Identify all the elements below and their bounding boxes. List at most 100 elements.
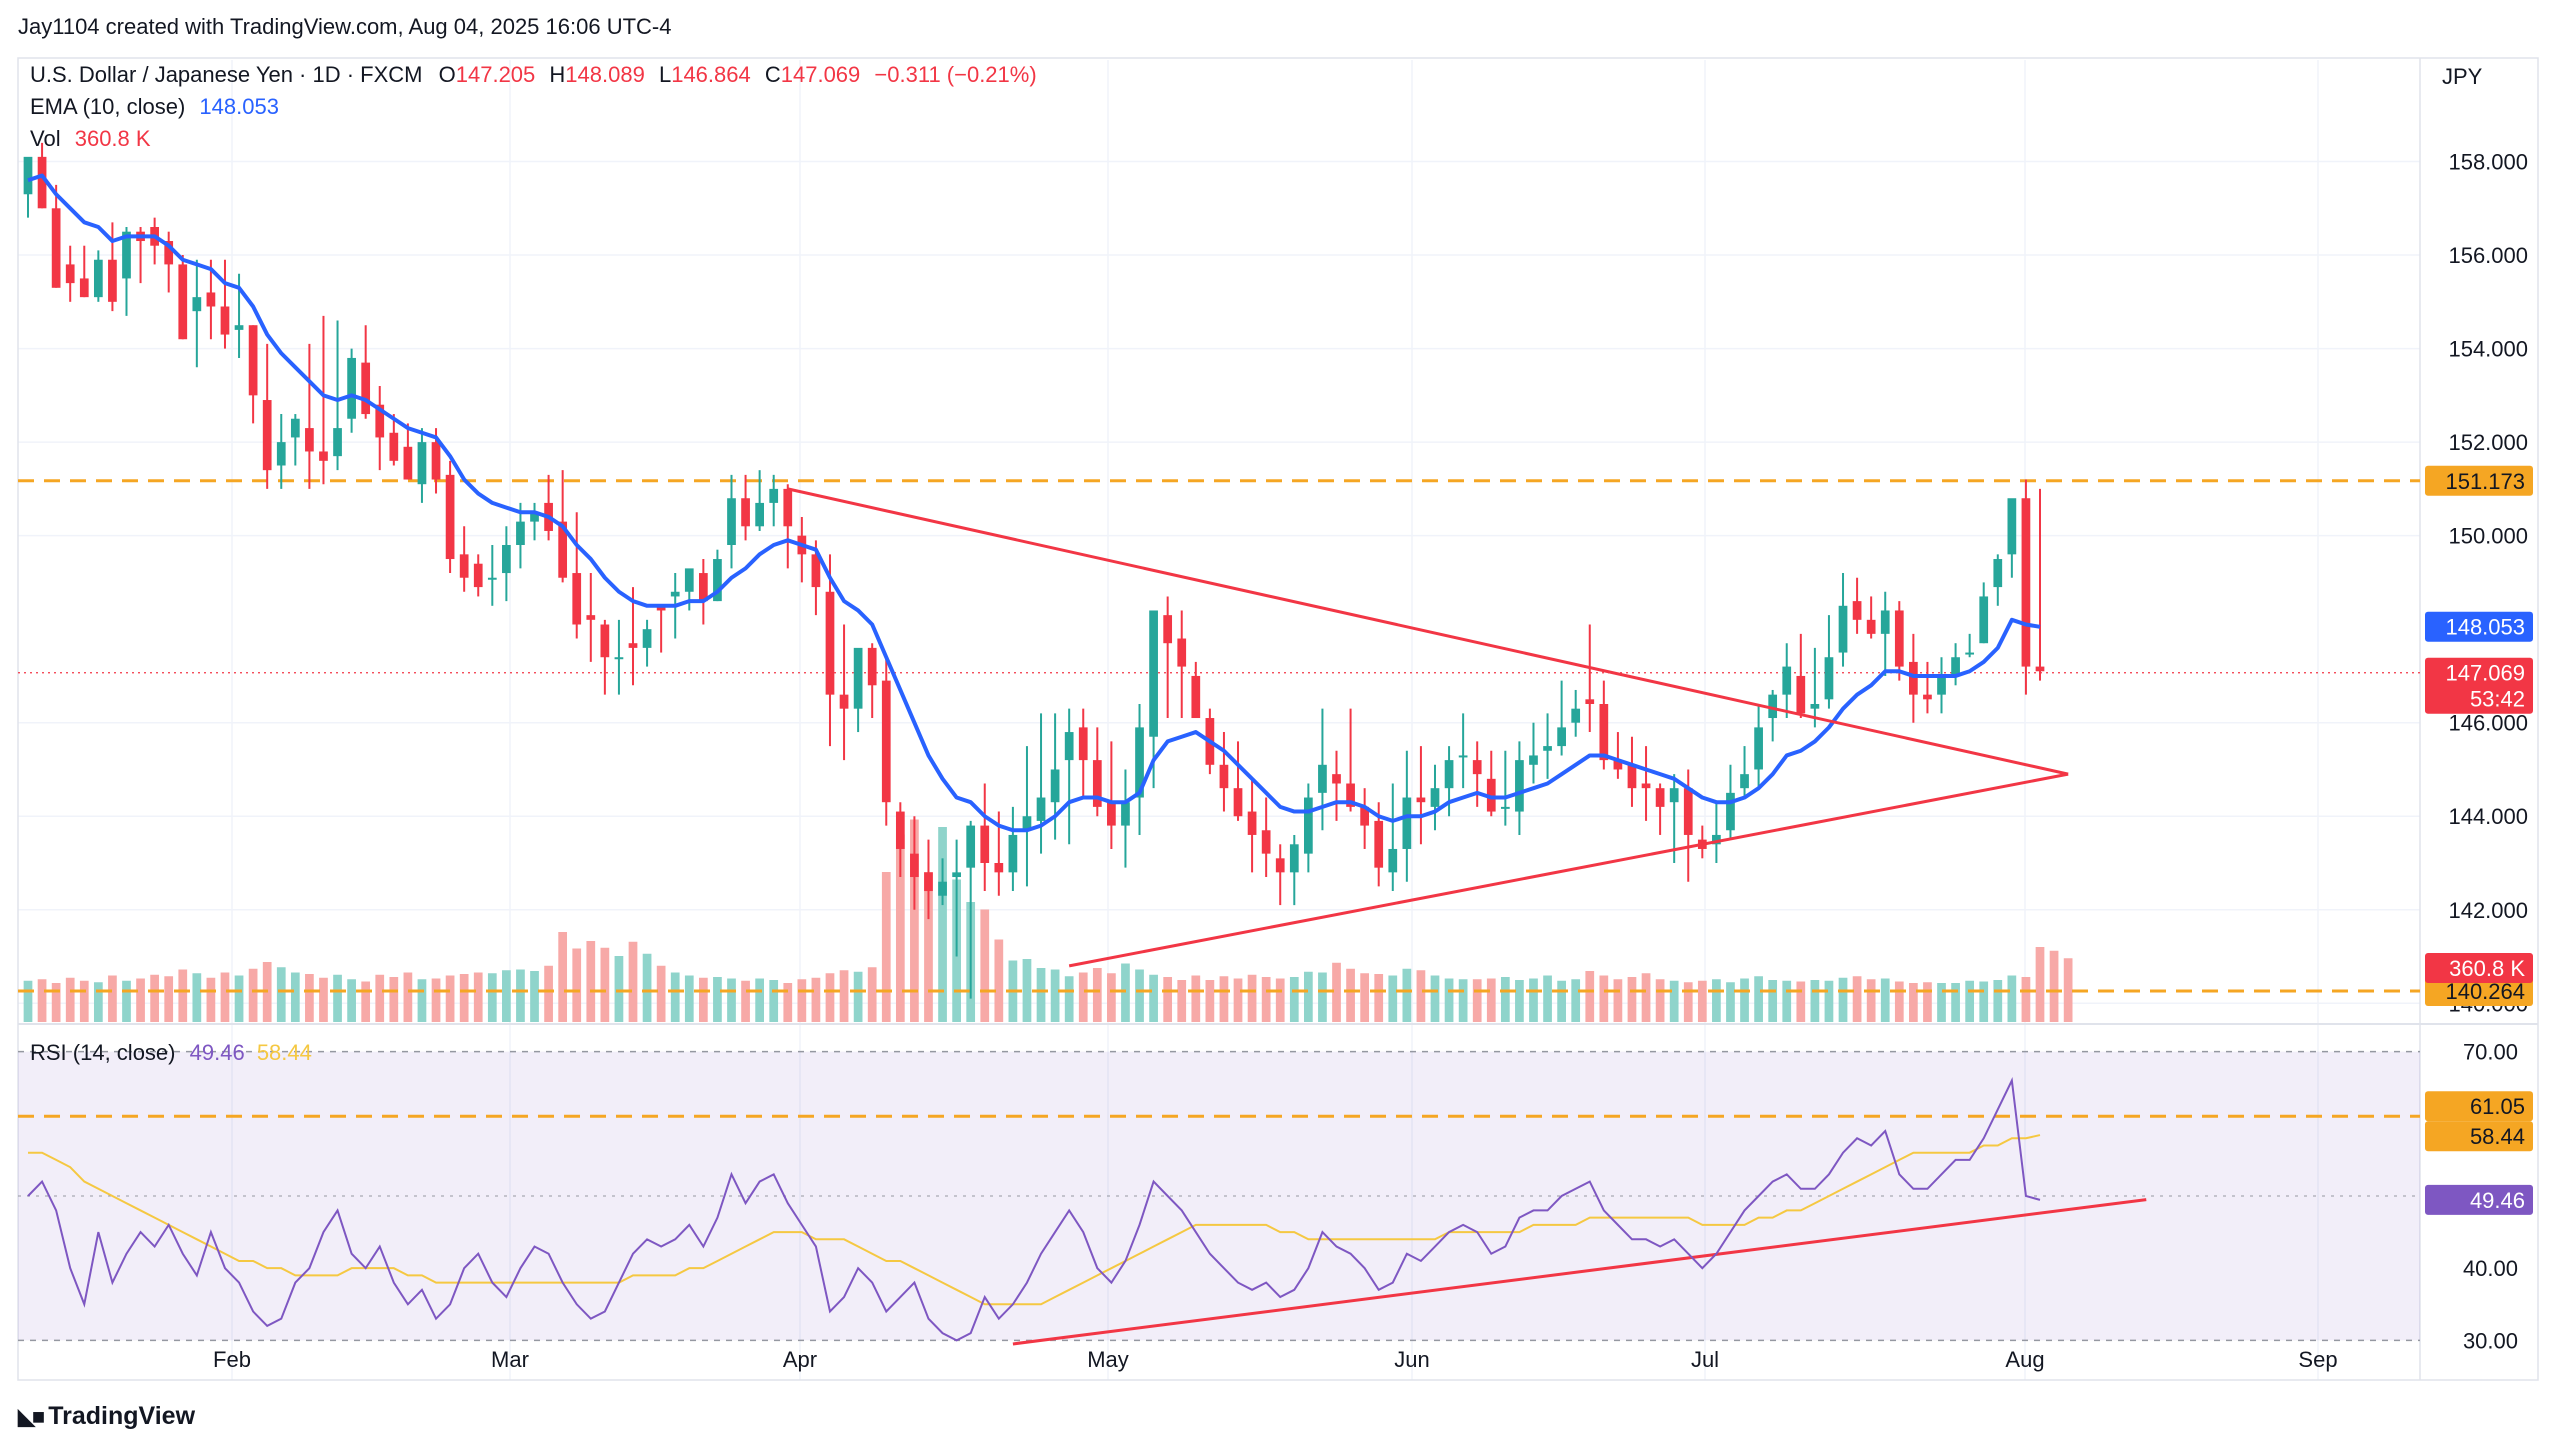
volume-bar: [1740, 978, 1749, 1022]
legend-main: U.S. Dollar / Japanese Yen · 1D · FXCM O…: [30, 62, 1037, 88]
candle-body: [361, 362, 371, 415]
price-tick-label: 142.000: [2448, 898, 2528, 923]
level-tag-lower-bg: [2425, 975, 2533, 1006]
candle-body: [881, 680, 891, 803]
tradingview-logo-icon: ◣■: [18, 1403, 45, 1429]
volume-tag-bg: [2425, 953, 2533, 983]
legend-symbol: U.S. Dollar / Japanese Yen · 1D · FXCM: [30, 62, 423, 87]
tradingview-logo[interactable]: ◣■ TradingView: [18, 1402, 195, 1431]
candle-body: [1712, 834, 1721, 845]
candle-body: [1852, 601, 1862, 620]
candle-body: [51, 208, 61, 288]
volume-bar: [628, 941, 638, 1022]
volume-bar: [1092, 968, 1102, 1022]
volume-bar: [1064, 976, 1074, 1022]
candle-body: [1669, 788, 1679, 803]
candle-body: [1909, 661, 1918, 695]
volume-bar: [727, 978, 736, 1022]
candle-body: [164, 241, 174, 265]
rsi-value: 49.46: [189, 1040, 245, 1065]
volume-bar: [1022, 959, 1032, 1022]
legend-high: 148.089: [565, 62, 645, 87]
volume-bar: [769, 980, 779, 1022]
time-tick-label: Mar: [491, 1347, 529, 1372]
candle-body: [347, 357, 356, 419]
volume-bar: [895, 834, 905, 1022]
candle-body: [290, 418, 300, 438]
volume-bar: [1796, 981, 1806, 1022]
candle-body: [473, 563, 483, 588]
volume-bar: [290, 972, 300, 1022]
volume-bar: [755, 978, 764, 1022]
volume-bar: [924, 872, 933, 1022]
candle-body: [319, 451, 328, 461]
candle-body: [895, 811, 905, 849]
volume-bar: [1599, 975, 1609, 1022]
candle-body: [1177, 638, 1187, 667]
rsi-value-tag: 49.46: [2470, 1188, 2525, 1213]
candle-body: [305, 428, 314, 452]
volume-bar: [1894, 981, 1904, 1022]
candle-body: [1472, 760, 1482, 775]
rsi-ma-value: 58.44: [256, 1040, 312, 1065]
candle-body: [1121, 802, 1130, 826]
candle-body: [1655, 788, 1665, 807]
price-tick-label: 152.000: [2448, 430, 2528, 455]
candle-body: [910, 853, 919, 878]
legend-vol: Vol 360.8 K: [30, 126, 151, 152]
rsi-tick-label: 70.00: [2463, 1040, 2518, 1065]
candle-body: [1275, 858, 1285, 873]
volume-bar: [1050, 969, 1060, 1022]
volume-bar: [2063, 958, 2073, 1022]
candle-body: [1107, 802, 1116, 826]
volume-bar: [670, 972, 680, 1022]
volume-bar: [51, 983, 61, 1022]
candle-body: [206, 292, 216, 307]
volume-bar: [530, 971, 539, 1022]
volume-bar: [37, 979, 47, 1022]
time-tick-label: Jun: [1394, 1347, 1429, 1372]
level-tag-upper: 151.173: [2445, 469, 2525, 494]
candle-body: [37, 156, 47, 209]
candle-body: [994, 863, 1004, 873]
volume-bar: [122, 980, 131, 1022]
time-tick-label: May: [1087, 1347, 1129, 1372]
volume-bar: [361, 981, 371, 1022]
price-tick-label: 158.000: [2448, 150, 2528, 175]
candle-body: [727, 498, 736, 545]
candle-body: [1627, 764, 1637, 789]
candle-body: [698, 573, 708, 602]
candle-body: [262, 400, 272, 471]
candle-body: [1613, 760, 1623, 770]
volume-bar: [1951, 983, 1960, 1022]
volume-bar: [1979, 981, 1989, 1022]
volume-bar: [2035, 947, 2045, 1022]
price-tick-label: 144.000: [2448, 804, 2528, 829]
volume-bar: [1444, 978, 1454, 1022]
candle-body: [1796, 675, 1806, 714]
volume-bar: [1768, 980, 1778, 1022]
legend-open: 147.205: [455, 62, 536, 87]
candle-body: [1332, 774, 1341, 784]
volume-bar: [1275, 978, 1285, 1022]
legend-ema: EMA (10, close) 148.053: [30, 94, 279, 120]
rsi-ma-tag-bg: [2425, 1121, 2533, 1152]
rsi-level-tag: 61.05: [2470, 1094, 2525, 1119]
grid: [17, 57, 2539, 1381]
rsi-tick-label: 40.00: [2463, 1256, 2518, 1281]
legend-rsi: RSI (14, close) 49.46 58.44: [30, 1040, 312, 1066]
candle-body: [684, 568, 694, 592]
candle-body: [1346, 783, 1355, 807]
volume-bar: [2049, 950, 2059, 1022]
volume-bar: [1824, 980, 1834, 1022]
price-tick-label: 150.000: [2448, 524, 2528, 549]
currency-label[interactable]: JPY: [2442, 64, 2483, 89]
volume-bar: [1543, 975, 1552, 1022]
volume-bar: [1641, 973, 1651, 1022]
volume-bar: [1078, 972, 1088, 1022]
candle-body: [530, 512, 539, 522]
candle-body: [825, 591, 835, 695]
candle-body: [1937, 675, 1946, 695]
volume-bar: [839, 970, 849, 1022]
